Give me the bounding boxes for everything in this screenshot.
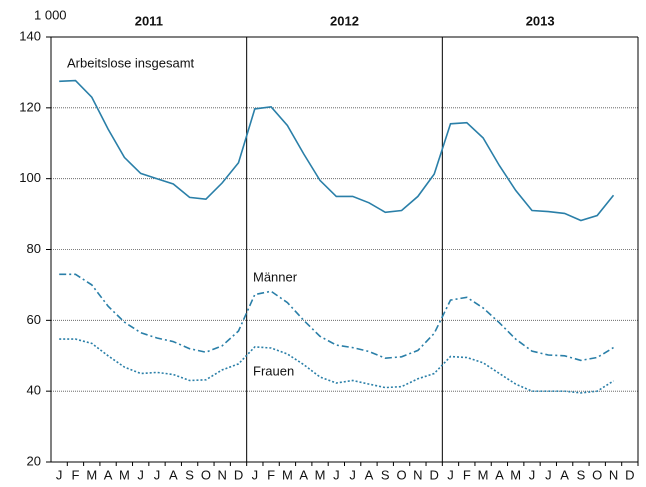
year-label: 2013 — [526, 13, 555, 28]
unit-label: 1 000 — [34, 7, 67, 22]
x-tick-label: A — [104, 467, 113, 482]
series-line — [59, 338, 614, 394]
series-label: Arbeitslose insgesamt — [67, 55, 195, 70]
y-tick-label: 20 — [27, 453, 41, 468]
x-tick-label: S — [577, 467, 586, 482]
x-tick-label: A — [560, 467, 569, 482]
x-tick-label: A — [365, 467, 374, 482]
x-tick-label: J — [137, 467, 144, 482]
x-tick-label: J — [252, 467, 259, 482]
x-tick-label: N — [218, 467, 227, 482]
year-label: 2012 — [330, 13, 359, 28]
x-tick-label: D — [234, 467, 243, 482]
x-tick-label: J — [56, 467, 63, 482]
x-tick-label: J — [349, 467, 356, 482]
x-tick-label: M — [86, 467, 97, 482]
x-tick-label: O — [397, 467, 407, 482]
x-tick-label: J — [154, 467, 161, 482]
year-label: 2011 — [135, 13, 163, 28]
x-tick-label: O — [592, 467, 602, 482]
x-tick-label: M — [478, 467, 489, 482]
x-tick-label: J — [333, 467, 340, 482]
x-tick-label: M — [282, 467, 293, 482]
x-tick-label: A — [299, 467, 308, 482]
series-line — [59, 79, 615, 222]
series-label: Frauen — [253, 363, 294, 378]
x-tick-label: J — [447, 467, 454, 482]
y-tick-label: 40 — [27, 383, 41, 398]
x-tick-label: A — [495, 467, 504, 482]
x-tick-label: J — [545, 467, 552, 482]
x-tick-label: N — [609, 467, 618, 482]
y-tick-label: 140 — [19, 28, 41, 43]
x-tick-label: M — [510, 467, 521, 482]
y-tick-label: 120 — [19, 99, 41, 114]
x-tick-label: F — [267, 467, 275, 482]
x-tick-label: O — [201, 467, 211, 482]
x-tick-label: D — [625, 467, 634, 482]
x-tick-label: M — [315, 467, 326, 482]
x-tick-label: S — [185, 467, 194, 482]
x-tick-label: N — [413, 467, 422, 482]
x-tick-label: S — [381, 467, 390, 482]
x-tick-label: D — [429, 467, 438, 482]
x-tick-label: F — [463, 467, 471, 482]
x-tick-label: J — [529, 467, 536, 482]
x-tick-label: A — [169, 467, 178, 482]
series-label: Männer — [253, 269, 298, 284]
x-tick-label: M — [119, 467, 130, 482]
series-line — [59, 273, 614, 362]
x-tick-label: F — [71, 467, 79, 482]
y-tick-label: 100 — [19, 170, 41, 185]
y-tick-label: 60 — [27, 312, 41, 327]
y-tick-label: 80 — [27, 241, 41, 256]
